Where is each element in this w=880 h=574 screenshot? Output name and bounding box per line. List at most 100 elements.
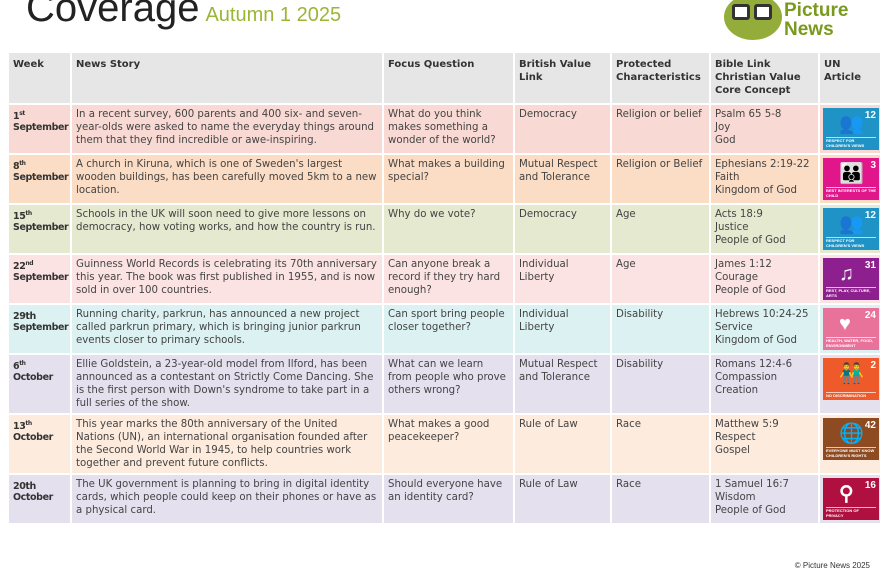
bible-line: Gospel xyxy=(715,445,750,456)
protected-characteristic: Disability xyxy=(612,355,709,413)
people-speech-icon: 👥 xyxy=(839,113,864,135)
news-story: This year marks the 80th anniversary of … xyxy=(72,415,382,473)
british-value: Rule of Law xyxy=(515,415,610,473)
bible-line: Psalm 65 5-8 xyxy=(715,109,782,120)
protected-characteristic: Religion or belief xyxy=(612,105,709,153)
british-value: Mutual Respect and Tolerance xyxy=(515,155,610,203)
news-story: A church in Kiruna, which is one of Swed… xyxy=(72,155,382,203)
un-article: ⚲ 16 PROTECTION OF PRIVACY xyxy=(820,475,880,523)
apple-face-icon xyxy=(724,0,782,40)
bible-line: Kingdom of God xyxy=(715,185,797,196)
focus-question: What can we learn from people who prove … xyxy=(384,355,513,413)
protected-characteristic: Disability xyxy=(612,305,709,353)
un-article: 👬 2 NO DISCRIMINATION xyxy=(820,355,880,413)
table-row: 13th October This year marks the 80th ann… xyxy=(9,415,880,473)
table-row: 8th September A church in Kiruna, which i… xyxy=(9,155,880,203)
week-cell: 13th October xyxy=(9,415,70,473)
logo-word-picture: Picture xyxy=(784,0,849,21)
news-story: In a recent survey, 600 parents and 400 … xyxy=(72,105,382,153)
bible-line: Courage xyxy=(715,272,758,283)
table-row: 15th September Schools in the UK will soo… xyxy=(9,205,880,253)
week-cell: 22nd September xyxy=(9,255,70,303)
un-article-badge: 🌐 42 EVERYONE MUST KNOW CHILDREN'S RIGHTS xyxy=(823,418,879,460)
column-header: Week xyxy=(9,53,70,103)
bible-line: James 1:12 xyxy=(715,259,772,270)
week-cell: 1st September xyxy=(9,105,70,153)
un-article: 👪 3 BEST INTERESTS OF THE CHILD xyxy=(820,155,880,203)
un-article-badge: 👥 12 RESPECT FOR CHILDREN'S VIEWS xyxy=(823,208,879,250)
picture-news-logo: Picture News xyxy=(722,0,880,50)
bible-line: Joy xyxy=(715,122,731,133)
news-story: Running charity, parkrun, has announced … xyxy=(72,305,382,353)
bible-line: Creation xyxy=(715,385,759,396)
bible-line: Hebrews 10:24-25 xyxy=(715,309,809,320)
bible-link: Acts 18:9 Justice People of God xyxy=(711,205,818,253)
column-header: British Value Link xyxy=(515,53,610,103)
bible-link: Hebrews 10:24-25 Service Kingdom of God xyxy=(711,305,818,353)
week-cell: 6th October xyxy=(9,355,70,413)
page-subtitle: Autumn 1 2025 xyxy=(205,4,342,26)
british-value: Individual Liberty xyxy=(515,255,610,303)
week-cell: 29th September xyxy=(9,305,70,353)
music-play-icon: ♫ xyxy=(839,263,854,285)
un-article-badge: ♥ 24 HEALTH, WATER, FOOD, ENVIRONMENT xyxy=(823,308,879,350)
british-value: Mutual Respect and Tolerance xyxy=(515,355,610,413)
bible-line: Kingdom of God xyxy=(715,335,797,346)
bible-line: Romans 12:4-6 xyxy=(715,359,793,370)
column-header: Focus Question xyxy=(384,53,513,103)
news-story: Guinness World Records is celebrating it… xyxy=(72,255,382,303)
adult-child-icon: 👪 xyxy=(839,163,864,185)
bible-link: Romans 12:4-6 Compassion Creation xyxy=(711,355,818,413)
people-speech-icon: 👥 xyxy=(839,213,864,235)
un-article-badge: ⚲ 16 PROTECTION OF PRIVACY xyxy=(823,478,879,520)
british-value: Rule of Law xyxy=(515,475,610,523)
un-article-badge: 👬 2 NO DISCRIMINATION xyxy=(823,358,879,400)
health-hearts-icon: ♥ xyxy=(839,313,851,335)
bible-line: Justice xyxy=(715,222,749,233)
bible-link: Ephesians 2:19-22 Faith Kingdom of God xyxy=(711,155,818,203)
focus-question: Can sport bring people closer together? xyxy=(384,305,513,353)
copyright: © Picture News 2025 xyxy=(794,561,870,570)
focus-question: What makes a building special? xyxy=(384,155,513,203)
bible-line: Service xyxy=(715,322,753,333)
british-value: Democracy xyxy=(515,105,610,153)
news-story: Ellie Goldstein, a 23-year-old model fro… xyxy=(72,355,382,413)
column-header: Protected Characteristics xyxy=(612,53,709,103)
un-article: 👥 12 RESPECT FOR CHILDREN'S VIEWS xyxy=(820,105,880,153)
coverage-table: Week News Story Focus Question British Valu… xyxy=(7,51,880,525)
un-article: ♫ 31 REST, PLAY, CULTURE, ARTS xyxy=(820,255,880,303)
news-story: The UK government is planning to bring i… xyxy=(72,475,382,523)
protected-characteristic: Race xyxy=(612,475,709,523)
bible-line: People of God xyxy=(715,285,786,296)
week-cell: 20th October xyxy=(9,475,70,523)
un-article-badge: ♫ 31 REST, PLAY, CULTURE, ARTS xyxy=(823,258,879,300)
bible-line: People of God xyxy=(715,235,786,246)
bible-line: People of God xyxy=(715,505,786,516)
protected-characteristic: Age xyxy=(612,255,709,303)
keyhole-person-icon: ⚲ xyxy=(839,483,854,505)
un-article: 🌐 42 EVERYONE MUST KNOW CHILDREN'S RIGHTS xyxy=(820,415,880,473)
page-title: Coverage Autumn 1 2025 xyxy=(26,0,342,30)
bible-link: 1 Samuel 16:7 Wisdom People of God xyxy=(711,475,818,523)
table-row: 29th September Running charity, parkrun, … xyxy=(9,305,880,353)
focus-question: What makes a good peacekeeper? xyxy=(384,415,513,473)
un-article-badge: 👪 3 BEST INTERESTS OF THE CHILD xyxy=(823,158,879,200)
table-row: 6th October Ellie Goldstein, a 23-year-ol… xyxy=(9,355,880,413)
focus-question: What do you think makes something a wond… xyxy=(384,105,513,153)
week-cell: 15th September xyxy=(9,205,70,253)
bible-line: Matthew 5:9 xyxy=(715,419,779,430)
bible-line: God xyxy=(715,135,736,146)
column-header: Bible Link Christian Value Core Concept xyxy=(711,53,818,103)
bible-line: Acts 18:9 xyxy=(715,209,763,220)
focus-question: Should everyone have an identity card? xyxy=(384,475,513,523)
bible-link: Matthew 5:9 Respect Gospel xyxy=(711,415,818,473)
table-row: 20th October The UK government is plannin… xyxy=(9,475,880,523)
column-header: News Story xyxy=(72,53,382,103)
protected-characteristic: Race xyxy=(612,415,709,473)
british-value: Individual Liberty xyxy=(515,305,610,353)
bible-line: 1 Samuel 16:7 xyxy=(715,479,790,490)
un-article: ♥ 24 HEALTH, WATER, FOOD, ENVIRONMENT xyxy=(820,305,880,353)
un-article: 👥 12 RESPECT FOR CHILDREN'S VIEWS xyxy=(820,205,880,253)
protected-characteristic: Religion or Belief xyxy=(612,155,709,203)
un-article-badge: 👥 12 RESPECT FOR CHILDREN'S VIEWS xyxy=(823,108,879,150)
